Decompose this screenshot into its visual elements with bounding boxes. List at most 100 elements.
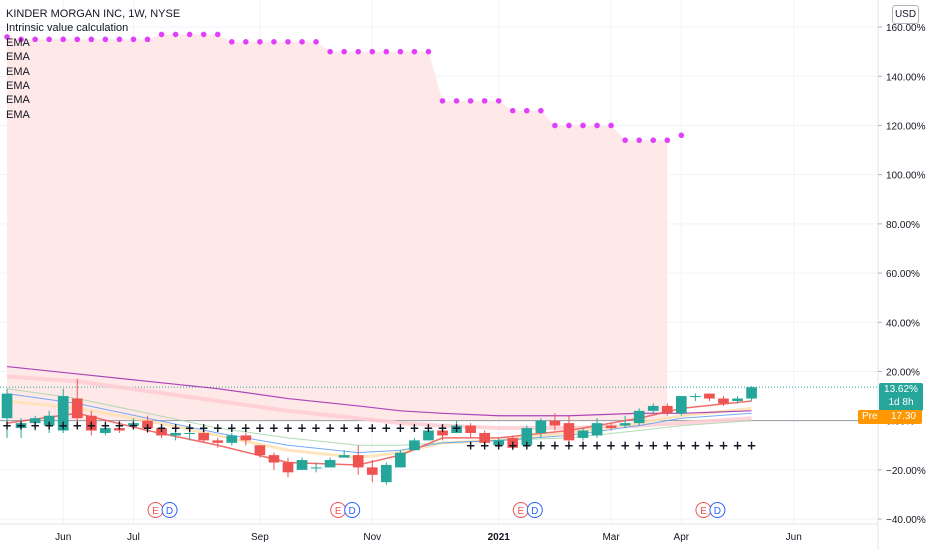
x-tick-label: Jun — [786, 532, 802, 543]
intrinsic-value-point — [186, 31, 193, 38]
intrinsic-value-point — [158, 31, 165, 38]
currency-button[interactable]: USD — [892, 5, 919, 24]
cross-marker: + — [620, 438, 630, 452]
cross-marker: + — [339, 421, 349, 435]
indicator-intrinsic-value[interactable]: Intrinsic value calculation — [6, 22, 129, 35]
cross-marker: + — [185, 421, 195, 435]
intrinsic-value-point — [678, 132, 685, 139]
candle-body — [85, 415, 97, 431]
intrinsic-value-point — [650, 137, 657, 144]
event-marker-label: E — [517, 506, 524, 517]
x-tick-label: Apr — [674, 532, 690, 543]
candle-body — [704, 393, 715, 399]
cross-marker: + — [592, 438, 602, 452]
intrinsic-value-point — [495, 98, 502, 104]
candle-body — [128, 423, 139, 426]
cross-marker: + — [199, 421, 209, 435]
event-marker-d — [709, 502, 726, 518]
candle-body — [240, 435, 252, 441]
cross-marker: + — [58, 419, 68, 433]
candle-body — [437, 430, 448, 436]
indicator-ema-2[interactable]: EMA — [6, 51, 30, 64]
intrinsic-value-point — [144, 36, 151, 43]
candle-body — [100, 428, 111, 433]
premarket-tag: Pre 17.30 — [858, 410, 922, 424]
cross-marker: + — [381, 421, 391, 435]
intrinsic-value-point — [355, 48, 362, 55]
candle-body — [563, 423, 575, 441]
cross-marker: + — [213, 421, 223, 435]
candle-body — [338, 455, 350, 458]
candle-body — [156, 428, 167, 436]
cross-marker: + — [676, 438, 686, 452]
cross-marker: + — [634, 438, 644, 452]
cross-marker: + — [30, 419, 40, 433]
y-tick-label: −40.00% — [886, 515, 926, 526]
cross-marker: + — [395, 421, 405, 435]
candle-body — [282, 462, 294, 473]
intrinsic-value-point — [552, 122, 558, 129]
cross-marker: + — [452, 421, 462, 435]
candle-body — [479, 432, 490, 443]
indicator-ema-1[interactable]: EMA — [6, 36, 30, 49]
indicator-ema-5[interactable]: EMA — [6, 94, 30, 107]
candle-body — [718, 398, 729, 404]
candle-body — [619, 423, 631, 426]
event-marker-label: E — [335, 506, 342, 517]
candle-body — [1, 393, 13, 419]
indicator-ema-4[interactable]: EMA — [6, 80, 30, 93]
intrinsic-value-point — [271, 39, 277, 45]
intrinsic-value-point — [32, 36, 38, 43]
candle-body — [71, 398, 83, 419]
indicator-ema-6[interactable]: EMA — [6, 108, 30, 121]
indicator-ema-3[interactable]: EMA — [6, 65, 30, 78]
candle-body — [296, 460, 308, 470]
candle-body — [535, 420, 547, 433]
intrinsic-value-area — [7, 34, 668, 421]
cross-marker: + — [283, 421, 293, 435]
cross-marker: + — [311, 421, 321, 435]
candle-body — [661, 405, 673, 414]
cross-marker: + — [157, 421, 167, 435]
cross-marker: + — [241, 421, 251, 435]
event-marker-d — [161, 502, 178, 518]
candle-body — [268, 455, 280, 463]
event-marker-label: D — [714, 506, 721, 517]
candle-body — [675, 396, 687, 414]
cross-marker: + — [480, 438, 490, 452]
intrinsic-value-point — [200, 31, 207, 38]
intrinsic-value-point — [594, 122, 600, 129]
event-marker-label: D — [166, 506, 173, 517]
candle-body — [521, 428, 533, 446]
intrinsic-value-point — [580, 122, 586, 129]
event-marker-label: E — [700, 506, 707, 517]
intrinsic-value-point — [243, 39, 249, 45]
intrinsic-value-point — [425, 48, 432, 55]
y-tick-label: 160.00% — [886, 23, 926, 34]
cross-marker: + — [72, 419, 82, 433]
cross-marker: + — [522, 438, 532, 452]
x-tick-label: Jul — [127, 532, 140, 543]
intrinsic-value-point — [46, 36, 52, 43]
candle-body — [43, 415, 55, 426]
bar-countdown: 1d 8h — [888, 397, 914, 408]
cross-marker: + — [648, 438, 658, 452]
cross-marker: + — [353, 421, 363, 435]
cross-marker: + — [100, 419, 110, 433]
y-tick-label: 20.00% — [886, 367, 920, 378]
candle-body — [633, 410, 645, 424]
intrinsic-value-point — [383, 48, 390, 55]
symbol-title[interactable]: KINDER MORGAN INC, 1W, NYSE — [6, 8, 181, 20]
candle-body — [380, 464, 392, 483]
cross-marker: + — [536, 438, 546, 452]
intrinsic-value-point — [327, 48, 333, 55]
cross-marker: + — [508, 438, 518, 452]
x-tick-label: Jun — [55, 532, 71, 543]
cross-marker: + — [171, 421, 181, 435]
candle-body — [170, 432, 181, 436]
cross-marker: + — [86, 419, 96, 433]
candle-body — [198, 432, 210, 441]
intrinsic-value-point — [622, 137, 628, 144]
